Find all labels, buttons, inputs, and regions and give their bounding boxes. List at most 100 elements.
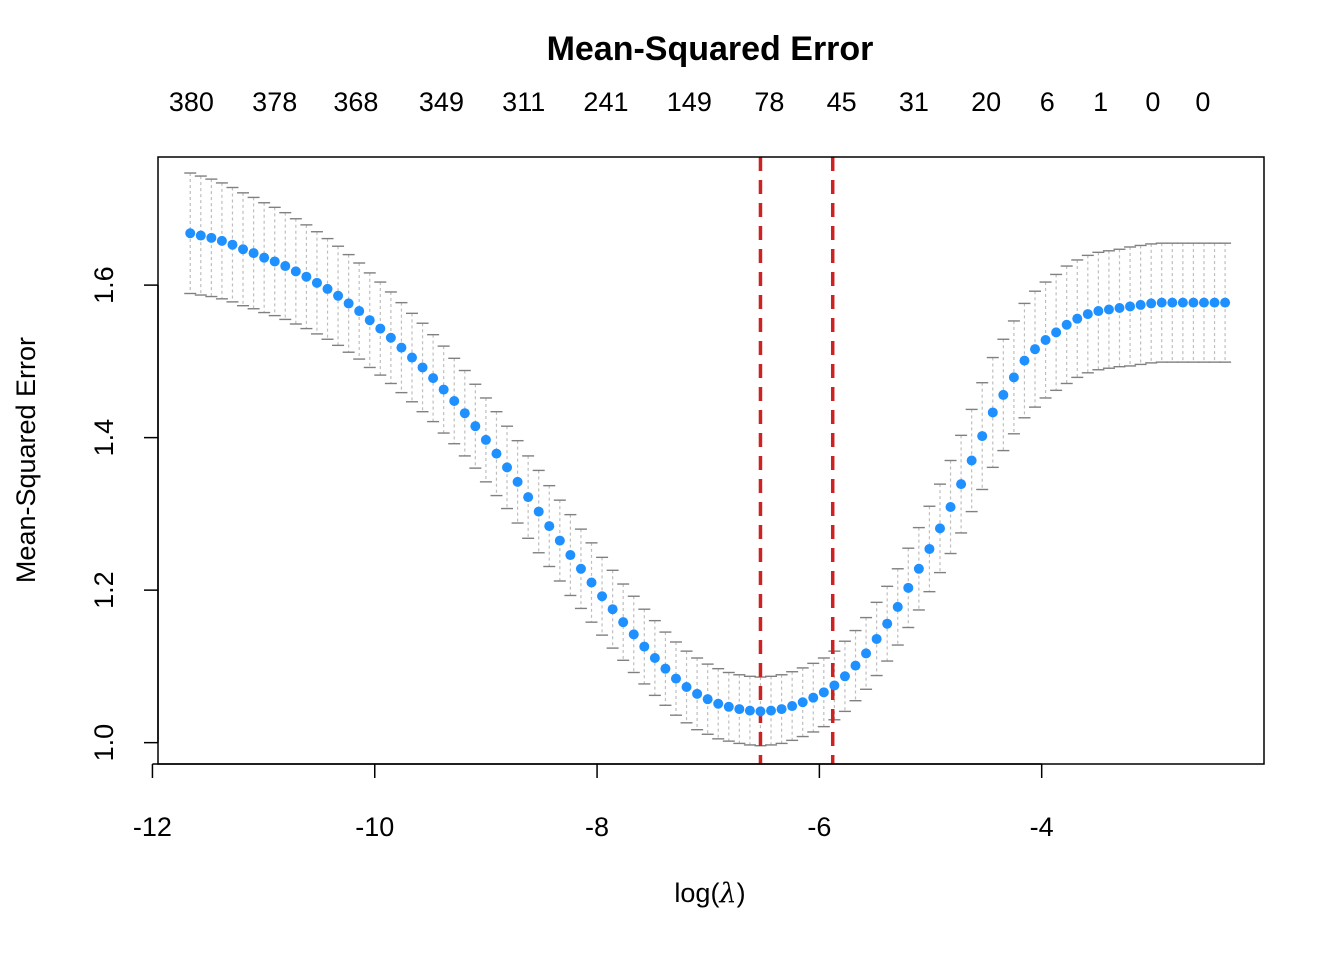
top-axis-label: 378 <box>252 87 297 117</box>
data-point <box>734 704 745 715</box>
x-axis: -12 -10 -8 -6 -4 <box>133 763 1054 842</box>
data-point <box>607 604 618 615</box>
top-axis-label: 31 <box>899 87 929 117</box>
y-axis: 1.0 1.2 1.4 1.6 <box>89 266 159 761</box>
data-point <box>523 492 534 503</box>
data-point <box>787 701 798 712</box>
data-point <box>565 550 576 561</box>
top-axis-label: 311 <box>502 87 545 117</box>
data-point <box>269 256 280 267</box>
data-point <box>744 705 755 716</box>
data-point <box>1072 313 1083 324</box>
data-point <box>903 582 914 593</box>
data-point <box>354 306 365 317</box>
data-point <box>649 653 660 664</box>
data-point <box>491 448 502 459</box>
data-point <box>396 342 407 353</box>
data-point <box>502 462 513 473</box>
data-point <box>280 261 291 272</box>
data-point <box>913 563 924 574</box>
error-bars <box>184 172 1232 747</box>
data-point <box>818 687 829 698</box>
x-tick-label: -10 <box>355 812 394 842</box>
top-axis-label: 0 <box>1195 87 1210 117</box>
data-point <box>449 396 460 407</box>
data-point <box>575 563 586 574</box>
data-point <box>290 266 301 277</box>
data-point <box>206 232 217 243</box>
y-axis-label: Mean-Squared Error <box>11 337 41 583</box>
top-axis-label: 380 <box>169 87 214 117</box>
data-point <box>1220 297 1231 308</box>
data-point <box>766 705 777 716</box>
data-point <box>776 704 787 715</box>
data-point <box>977 431 988 442</box>
x-tick-label: -4 <box>1030 812 1054 842</box>
data-point <box>892 601 903 612</box>
y-tick-label: 1.2 <box>89 571 119 609</box>
data-point <box>1051 327 1062 338</box>
data-point <box>1209 297 1220 308</box>
data-point <box>924 543 935 554</box>
data-point <box>322 283 333 294</box>
top-axis-label: 0 <box>1145 87 1160 117</box>
data-point <box>417 362 428 373</box>
data-point <box>628 629 639 640</box>
data-point <box>185 228 196 239</box>
data-point <box>808 692 819 703</box>
lambda-symbol: λ <box>718 878 736 909</box>
data-point <box>1125 301 1136 312</box>
data-point <box>797 697 808 708</box>
data-point <box>998 389 1009 400</box>
data-point <box>343 298 354 309</box>
data-point <box>681 681 692 692</box>
data-point <box>586 577 597 588</box>
data-point <box>470 421 481 432</box>
y-tick-label: 1.6 <box>89 266 119 304</box>
data-point <box>670 673 681 684</box>
data-point <box>1167 297 1178 308</box>
data-point <box>1156 297 1167 308</box>
x-axis-label: log(λ) <box>674 878 745 909</box>
data-point <box>618 617 629 628</box>
data-point <box>1114 302 1125 313</box>
data-point <box>1093 306 1104 317</box>
data-point <box>839 671 850 682</box>
data-point <box>512 476 523 487</box>
data-point <box>1061 319 1072 330</box>
y-tick-label: 1.4 <box>89 419 119 457</box>
data-point <box>861 648 872 659</box>
chart-title: Mean-Squared Error <box>547 30 874 68</box>
top-axis-variable-counts: 380 378 368 349 311 241 149 78 45 31 20 6 1 0 0 <box>169 87 1211 117</box>
data-point <box>692 688 703 699</box>
top-axis-label: 149 <box>667 87 712 117</box>
data-point <box>713 698 724 709</box>
data-point <box>702 694 713 705</box>
data-point <box>554 535 565 546</box>
data-point <box>723 701 734 712</box>
data-point <box>227 239 238 250</box>
data-point <box>871 633 882 644</box>
top-axis-label: 45 <box>827 87 857 117</box>
data-point <box>966 455 977 466</box>
data-point <box>375 323 386 334</box>
data-point <box>438 384 449 395</box>
data-point <box>533 506 544 517</box>
data-point <box>544 521 555 532</box>
data-point <box>1008 372 1019 383</box>
data-point <box>301 271 312 282</box>
data-point <box>259 252 270 263</box>
top-axis-label: 241 <box>583 87 628 117</box>
data-point <box>829 680 840 691</box>
x-tick-label: -6 <box>807 812 831 842</box>
top-axis-label: 20 <box>971 87 1001 117</box>
data-point <box>248 248 259 259</box>
top-axis-label: 6 <box>1040 87 1055 117</box>
data-point <box>660 663 671 674</box>
data-points <box>185 228 1231 717</box>
data-point <box>882 618 893 629</box>
x-tick-label: -12 <box>133 812 172 842</box>
data-point <box>459 408 470 419</box>
data-point <box>385 332 396 343</box>
